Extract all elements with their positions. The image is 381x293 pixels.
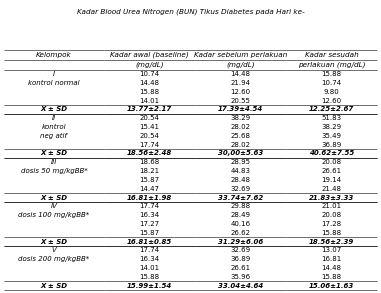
Text: Kadar Blood Urea Nitrogen (BUN) Tikus Diabetes pada Hari ke-: Kadar Blood Urea Nitrogen (BUN) Tikus Di… xyxy=(77,9,304,16)
